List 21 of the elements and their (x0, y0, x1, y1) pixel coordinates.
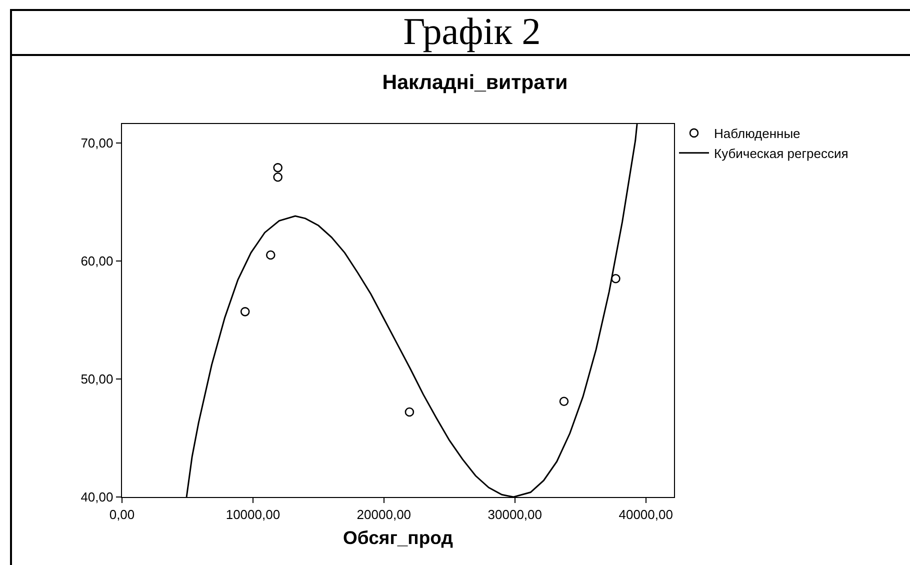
x-tick-label: 30000,00 (488, 506, 542, 522)
x-tick-label: 0,00 (109, 506, 135, 522)
point (611, 274, 620, 284)
chart-subtitle: Накладні_витрати (382, 71, 568, 94)
legend-label: Наблюденные (714, 126, 800, 142)
y-tick-label: 40,00 (80, 490, 114, 505)
x-tick-label: 10000,00 (226, 506, 280, 522)
point (404, 407, 414, 417)
y-tick-label: 70,00 (80, 135, 114, 150)
point (240, 307, 250, 316)
point (266, 250, 276, 260)
x-axis-title: Обсяг_прод (343, 527, 454, 548)
y-tick-label: 50,00 (80, 372, 114, 387)
point (273, 163, 282, 172)
y-tick-label: 60,00 (80, 253, 114, 268)
legend-label: Кубическая регрессия (714, 146, 848, 161)
x-tick-label: 20000,00 (356, 506, 412, 522)
point (559, 396, 569, 406)
x-tick-label: 40000,00 (618, 506, 673, 522)
point (273, 172, 282, 182)
chart-title: Графік 2 (402, 11, 542, 54)
